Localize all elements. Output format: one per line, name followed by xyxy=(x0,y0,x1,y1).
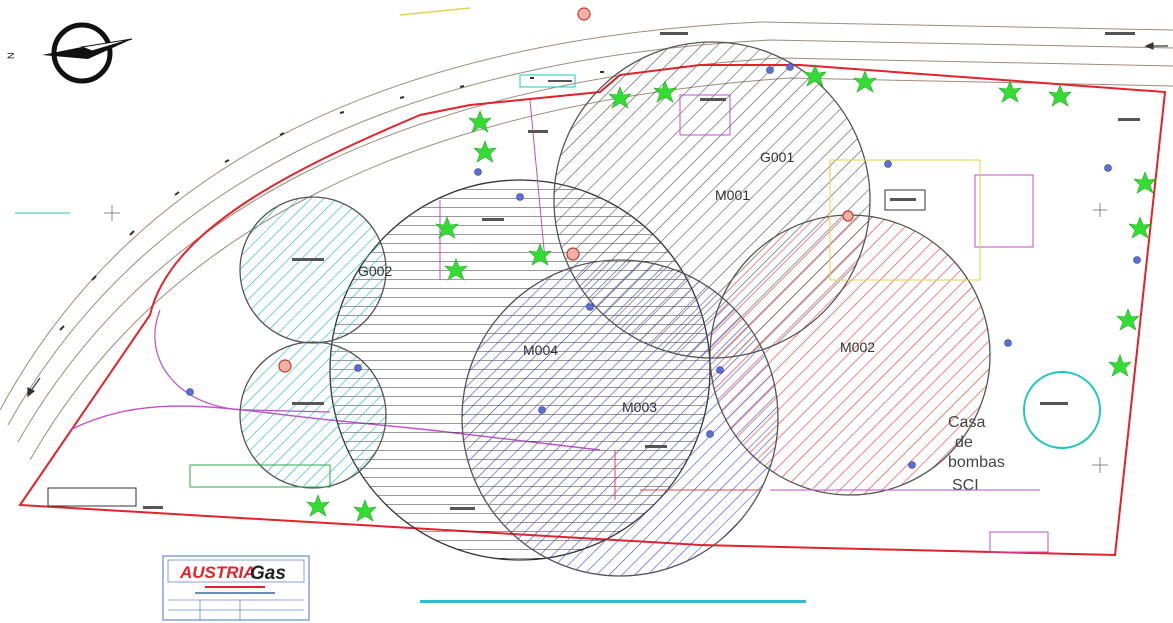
zone-label-M004: M004 xyxy=(523,342,558,358)
pump-house-label: Casa de bombas SCI xyxy=(948,414,1005,494)
svg-text:bombas: bombas xyxy=(948,454,1005,471)
cad-text-blocks xyxy=(143,32,1140,510)
water-tank xyxy=(1023,371,1101,449)
zone-G002-lower xyxy=(239,341,387,489)
north-arrow: N xyxy=(6,22,133,84)
inner-path xyxy=(154,309,331,413)
svg-text:Casa: Casa xyxy=(948,414,985,431)
building-outlines xyxy=(47,74,1049,553)
zone-label-G002: G002 xyxy=(358,263,392,279)
svg-text:SCI: SCI xyxy=(952,477,979,494)
title-block: AUSTRIA Gas xyxy=(162,555,310,621)
brand-austria: AUSTRIA xyxy=(179,563,256,582)
hydrant-markers xyxy=(186,63,1141,469)
zone-M003 xyxy=(461,259,779,577)
zone-labels: G001 M001 M002 M003 M004 G002 xyxy=(358,149,875,415)
road-arrows xyxy=(27,42,1168,398)
brand-gas: Gas xyxy=(250,563,286,584)
svg-text:de: de xyxy=(955,434,973,451)
zone-label-M003: M003 xyxy=(622,399,657,415)
road-edge-ticks xyxy=(59,66,684,331)
zone-label-G001: G001 xyxy=(760,149,794,165)
detector-markers xyxy=(278,7,854,373)
zone-label-M002: M002 xyxy=(840,339,875,355)
survey-crosses xyxy=(15,203,1108,473)
north-letter: N xyxy=(6,53,16,60)
caption-bar xyxy=(420,600,806,603)
zone-label-M001: M001 xyxy=(715,187,750,203)
yellow-line xyxy=(399,7,471,16)
